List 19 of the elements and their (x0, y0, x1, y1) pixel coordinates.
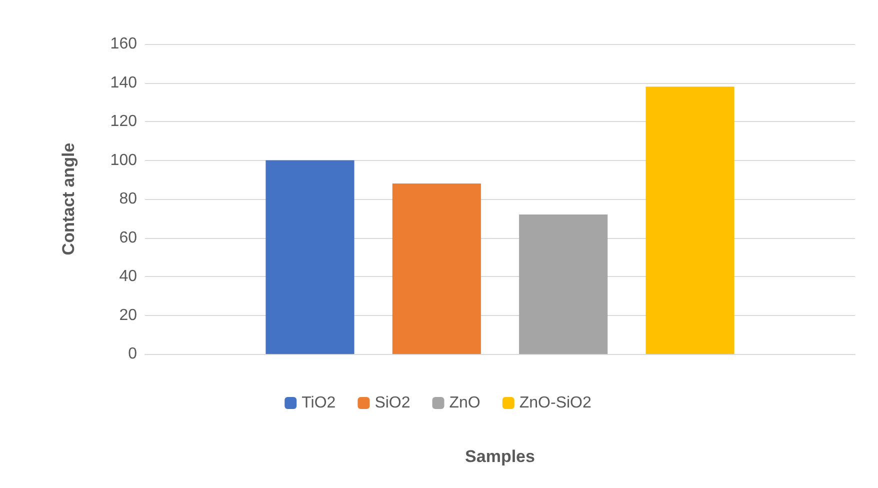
y-tick-label: 40 (119, 268, 138, 285)
y-tick-label: 80 (119, 190, 138, 208)
y-tick-label: 0 (128, 346, 138, 362)
legend-label: SiO2 (374, 394, 410, 412)
legend-label: ZnO (449, 394, 480, 412)
legend-label: ZnO-SiO2 (519, 394, 592, 412)
legend-label: TiO2 (302, 394, 336, 412)
y-tick-label: 120 (110, 113, 138, 130)
y-tick-label: 20 (119, 306, 138, 324)
y-tick-label: 100 (110, 152, 138, 169)
bar (646, 86, 734, 354)
bar (266, 160, 354, 354)
bar (519, 214, 608, 354)
y-tick-label: 60 (119, 229, 138, 246)
y-tick-label: 160 (110, 36, 138, 52)
x-axis-title: Samples (465, 447, 535, 466)
bar (392, 184, 481, 354)
y-axis-title: Contact angle (59, 142, 78, 256)
y-tick-label: 140 (110, 74, 138, 92)
